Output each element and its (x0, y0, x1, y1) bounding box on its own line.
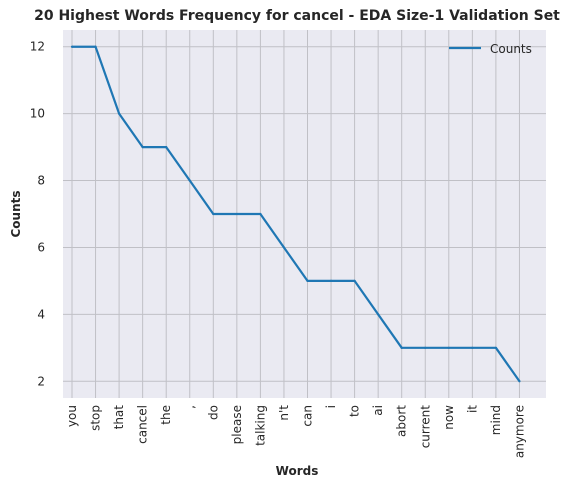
data-point (495, 347, 497, 349)
data-point (518, 380, 520, 382)
x-tick-label: that (112, 405, 126, 430)
data-point (283, 246, 285, 248)
data-point (424, 347, 426, 349)
data-point (354, 280, 356, 282)
data-point (259, 213, 261, 215)
data-point (94, 46, 96, 48)
data-point (401, 347, 403, 349)
x-tick-labels: you stop that cancel the, do please talking n't c… (65, 405, 526, 458)
x-tick-label: to (348, 405, 362, 417)
y-tick-labels: 2 4 6 8 10 12 (30, 40, 45, 389)
data-point (189, 179, 191, 181)
x-tick-label: stop (89, 405, 103, 431)
data-point (471, 347, 473, 349)
y-tick-label: 6 (37, 240, 45, 254)
x-tick-label: ai (371, 405, 385, 416)
data-point (212, 213, 214, 215)
x-tick-label: it (465, 405, 479, 413)
x-tick-label: abort (395, 405, 409, 437)
x-tick-label: do (206, 405, 220, 420)
x-tick-label: i (324, 405, 338, 408)
x-tick-label: talking (253, 405, 267, 446)
x-tick-label: you (65, 405, 79, 427)
y-tick-label: 4 (37, 307, 45, 321)
x-tick-label: mind (489, 405, 503, 435)
plot-area (63, 30, 546, 398)
x-tick-label: the (159, 405, 173, 425)
data-point (448, 347, 450, 349)
data-point (330, 280, 332, 282)
data-point (236, 213, 238, 215)
x-tick-label: please (230, 405, 244, 444)
data-point (377, 313, 379, 315)
data-point (71, 46, 73, 48)
x-tick-label: now (442, 405, 456, 430)
x-tick-label: can (301, 405, 315, 427)
y-tick-label: 8 (37, 174, 45, 188)
chart-title: 20 Highest Words Frequency for cancel - … (34, 8, 560, 24)
x-tick-label: cancel (136, 405, 150, 444)
x-tick-label: current (418, 405, 432, 449)
y-axis-title: Counts (9, 190, 23, 237)
data-point (165, 146, 167, 148)
data-point (306, 280, 308, 282)
x-tick-label: anymore (512, 405, 526, 458)
y-tick-label: 12 (30, 40, 45, 54)
x-axis-title: Words (276, 464, 319, 478)
y-tick-label: 10 (30, 107, 45, 121)
x-tick-label: n't (277, 405, 291, 421)
legend-label-counts: Counts (490, 42, 532, 56)
data-point (118, 113, 120, 115)
y-tick-label: 2 (37, 374, 45, 388)
data-point (142, 146, 144, 148)
x-tick-label: , (183, 405, 197, 409)
